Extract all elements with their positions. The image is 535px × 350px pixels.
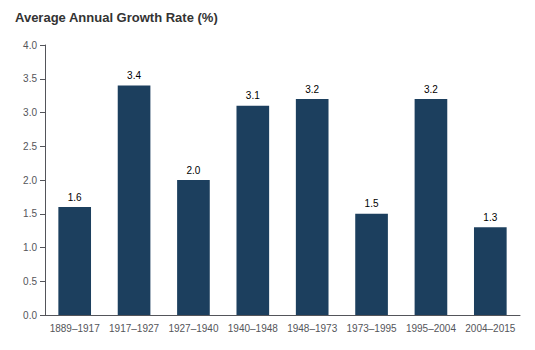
svg-text:1948–1973: 1948–1973 [287, 323, 337, 334]
svg-text:1.5: 1.5 [365, 198, 379, 209]
svg-text:1995–2004: 1995–2004 [406, 323, 456, 334]
svg-text:1917–1927: 1917–1927 [109, 323, 159, 334]
svg-text:0.5: 0.5 [23, 276, 37, 287]
svg-text:3.0: 3.0 [23, 107, 37, 118]
svg-text:1927–1940: 1927–1940 [168, 323, 218, 334]
svg-text:0.0: 0.0 [23, 310, 37, 321]
svg-text:2.0: 2.0 [23, 175, 37, 186]
svg-text:1.5: 1.5 [23, 208, 37, 219]
svg-text:3.5: 3.5 [23, 73, 37, 84]
svg-text:1.6: 1.6 [68, 192, 82, 203]
svg-text:1889–1917: 1889–1917 [50, 323, 100, 334]
svg-text:3.2: 3.2 [424, 84, 438, 95]
svg-text:1940–1948: 1940–1948 [228, 323, 278, 334]
svg-text:4.0: 4.0 [23, 40, 37, 51]
svg-text:1.3: 1.3 [483, 212, 497, 223]
svg-text:Average Annual Growth Rate (%): Average Annual Growth Rate (%) [15, 10, 218, 25]
svg-text:3.2: 3.2 [305, 84, 319, 95]
svg-text:1.0: 1.0 [23, 242, 37, 253]
svg-text:3.4: 3.4 [127, 70, 141, 81]
svg-text:2004–2015: 2004–2015 [465, 323, 515, 334]
svg-text:2.0: 2.0 [186, 165, 200, 176]
svg-text:3.1: 3.1 [246, 90, 260, 101]
svg-text:1973–1995: 1973–1995 [347, 323, 397, 334]
svg-text:2.5: 2.5 [23, 141, 37, 152]
